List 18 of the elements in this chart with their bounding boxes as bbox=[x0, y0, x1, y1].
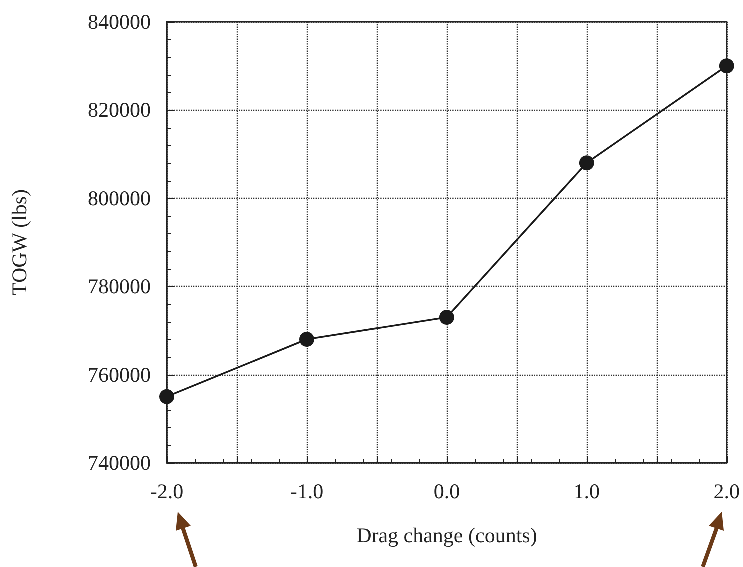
point bbox=[439, 310, 454, 325]
point bbox=[579, 156, 594, 171]
x-tick-label: 1.0 bbox=[574, 480, 600, 504]
y-tick-label: 840000 bbox=[88, 10, 151, 34]
point bbox=[299, 332, 314, 348]
x-tick-label: -1.0 bbox=[290, 480, 324, 504]
point bbox=[160, 389, 174, 404]
y-tick-label: 800000 bbox=[88, 186, 151, 210]
y-tick-label: 760000 bbox=[88, 362, 151, 387]
point bbox=[719, 58, 734, 74]
x-tick-label: 0.0 bbox=[434, 480, 460, 504]
y-tick-label: 820000 bbox=[88, 98, 151, 122]
x-axis-title: Drag change (counts) bbox=[356, 524, 538, 548]
y-tick-label: 740000 bbox=[88, 451, 151, 475]
y-tick-label: 780000 bbox=[88, 274, 151, 299]
x-tick-label: -2.0 bbox=[150, 480, 184, 504]
x-tick-label: 2.0 bbox=[714, 480, 740, 504]
y-axis-title: TOGW (lbs) bbox=[8, 190, 32, 296]
